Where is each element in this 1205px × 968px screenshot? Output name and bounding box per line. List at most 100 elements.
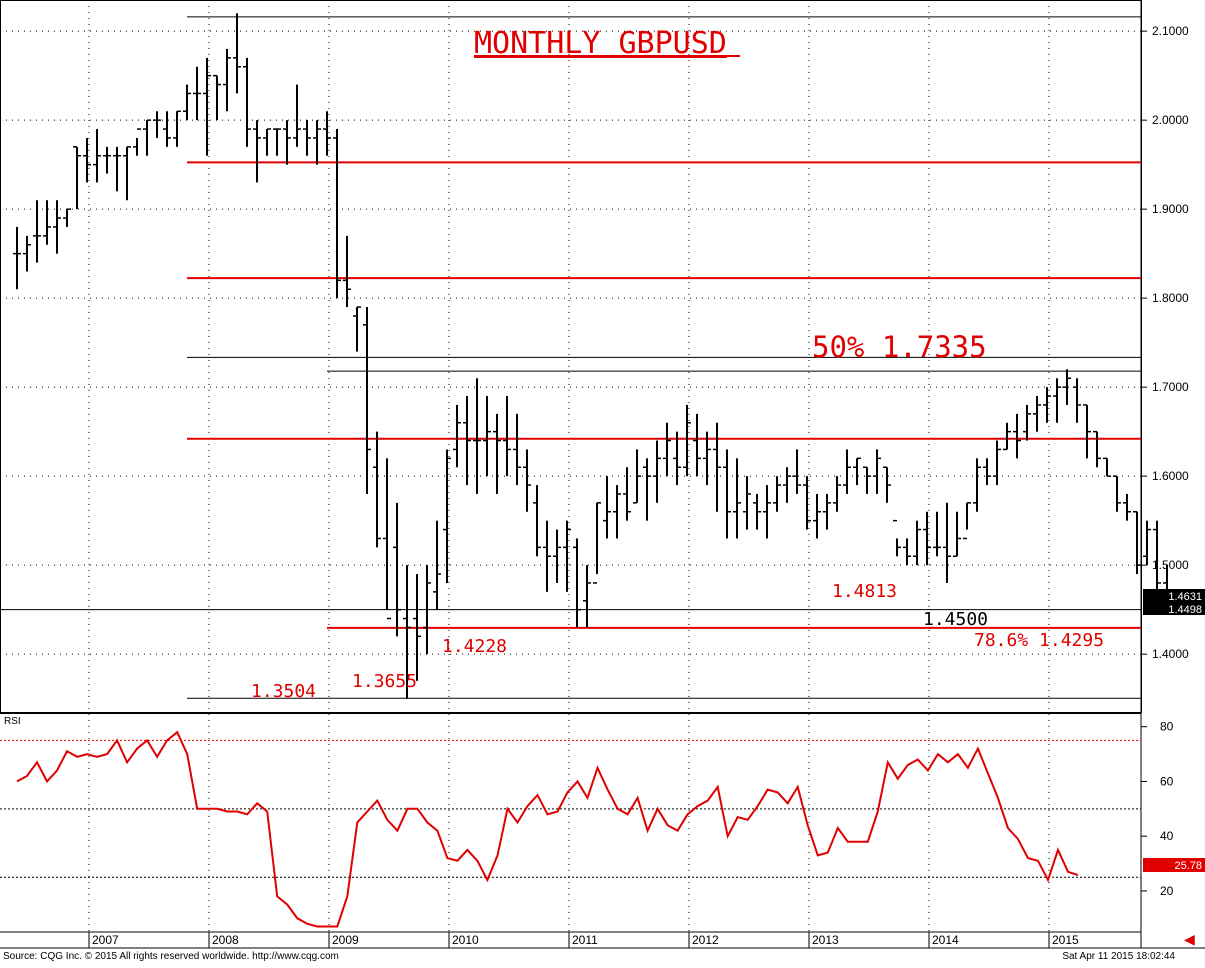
- annotation-low-2013: 1.4813: [832, 581, 897, 602]
- ohlc-bar: [633, 449, 641, 504]
- ohlc-bar: [943, 502, 951, 583]
- ohlc-bar: [823, 493, 831, 530]
- ohlc-bar: [183, 84, 191, 121]
- ohlc-bar: [443, 449, 451, 583]
- ohlc-bar: [463, 396, 471, 486]
- rsi-label: RSI: [4, 716, 21, 727]
- ohlc-bar: [43, 200, 51, 245]
- annotation-fib-786: 78.6% 1.4295: [974, 630, 1104, 651]
- annotation-fib-50: 50% 1.7335: [812, 330, 987, 364]
- rsi-last-value-label: 25.78: [1174, 860, 1202, 872]
- ohlc-bar: [683, 404, 691, 477]
- ohlc-bar: [813, 493, 821, 539]
- ohlc-bar: [1013, 413, 1021, 459]
- ohlc-bar: [473, 378, 481, 494]
- grid: [0, 0, 1141, 932]
- ohlc-bar: [1103, 457, 1111, 477]
- ohlc-bar: [343, 235, 351, 308]
- ohlc-bar: [763, 485, 771, 539]
- ohlc-bar: [963, 502, 971, 540]
- ohlc-bar: [793, 449, 801, 494]
- ohlc-bar: [703, 431, 711, 486]
- ohlc-bar: [303, 120, 311, 156]
- ohlc-bar: [543, 520, 551, 592]
- last-price-label-1: 1.4631: [1168, 591, 1202, 603]
- ohlc-bar: [883, 466, 891, 503]
- ohlc-bar: [363, 307, 371, 494]
- ohlc-bar: [113, 146, 121, 192]
- ohlc-bar: [1153, 520, 1161, 601]
- ohlc-bar: [983, 458, 991, 486]
- ohlc-bar: [193, 66, 201, 121]
- ohlc-bar: [493, 413, 501, 494]
- ohlc-bar: [903, 538, 911, 566]
- ohlc-bar: [613, 485, 621, 539]
- ohlc-bar: [243, 57, 251, 147]
- ohlc-bar: [33, 200, 41, 263]
- ohlc-bars: [13, 13, 1171, 699]
- annotation-level-14500: 1.4500: [923, 609, 988, 630]
- ohlc-bar: [1053, 378, 1061, 423]
- ohlc-bar: [693, 413, 701, 477]
- ohlc-bar: [73, 146, 81, 210]
- annotation-low-2009b: 1.3655: [352, 671, 417, 692]
- x-tick-label: 2007: [92, 933, 119, 947]
- ohlc-bar: [283, 120, 291, 165]
- x-tick-label: 2008: [212, 933, 239, 947]
- ohlc-bar: [83, 137, 91, 183]
- ohlc-bar: [1113, 475, 1121, 512]
- left-arrow-icon[interactable]: ◀: [1184, 932, 1195, 948]
- last-price-box-2: [1143, 602, 1205, 615]
- ohlc-bar: [393, 502, 401, 637]
- x-tick-label: 2009: [332, 933, 359, 947]
- ohlc-bar: [323, 111, 331, 156]
- ohlc-bar: [423, 565, 431, 655]
- rsi-tick-label: 20: [1160, 884, 1174, 898]
- ohlc-bar: [583, 565, 591, 628]
- source-credit: Source: CQG Inc. © 2015 All rights reser…: [3, 951, 339, 962]
- rsi-line: [16, 730, 1079, 928]
- rsi-tick-label: 80: [1160, 720, 1174, 734]
- ohlc-bar: [913, 520, 921, 566]
- ohlc-bar: [873, 449, 881, 494]
- ohlc-bar: [723, 449, 731, 539]
- ohlc-bar: [643, 458, 651, 521]
- ohlc-bar: [833, 476, 841, 512]
- ohlc-bar: [843, 449, 851, 494]
- ohlc-bar: [593, 502, 601, 584]
- ohlc-bar: [233, 13, 241, 94]
- ohlc-bar: [653, 440, 661, 503]
- rsi-series: [0, 730, 1141, 928]
- ohlc-bar: [63, 208, 71, 227]
- ohlc-bar: [1043, 387, 1051, 423]
- x-tick-label: 2015: [1052, 933, 1079, 947]
- x-tick-label: 2010: [452, 933, 479, 947]
- ohlc-bar: [483, 396, 491, 477]
- y-tick-label: 1.9000: [1152, 202, 1189, 216]
- annotation-low-2010: 1.4228: [442, 636, 507, 657]
- ohlc-bar: [1083, 404, 1091, 459]
- ohlc-bar: [313, 120, 321, 165]
- ohlc-bar: [953, 511, 961, 557]
- ohlc-bar: [403, 565, 411, 699]
- ohlc-bar: [253, 120, 261, 183]
- rsi-tick-label: 40: [1160, 829, 1174, 843]
- ohlc-bar: [603, 476, 611, 539]
- ohlc-bar: [53, 200, 61, 254]
- ohlc-bar: [273, 128, 281, 156]
- ohlc-bar: [23, 235, 31, 272]
- ohlc-bar: [893, 519, 901, 557]
- ohlc-bar: [523, 449, 531, 512]
- ohlc-bar: [373, 431, 381, 548]
- ohlc-bar: [1003, 422, 1011, 451]
- y-tick-label: 1.7000: [1152, 380, 1189, 394]
- ohlc-bar: [933, 511, 941, 557]
- ohlc-bar: [623, 467, 631, 521]
- ohlc-bar: [223, 48, 231, 112]
- ohlc-bar: [413, 574, 421, 681]
- ohlc-bar: [453, 404, 461, 468]
- ohlc-bar: [853, 457, 861, 486]
- ohlc-bar: [143, 119, 151, 156]
- ohlc-bar: [773, 476, 781, 512]
